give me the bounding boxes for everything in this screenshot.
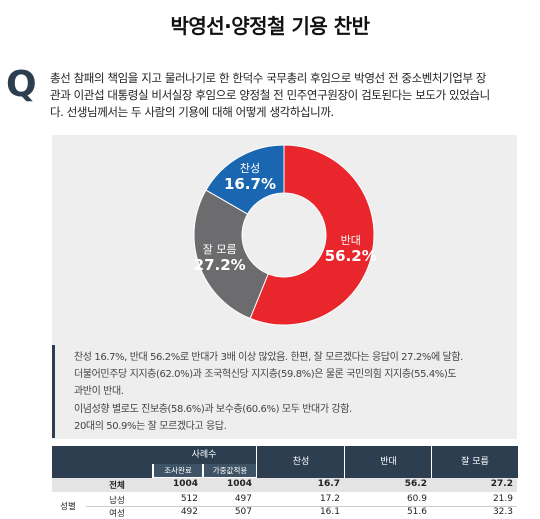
slice-label: 찬성 — [240, 161, 260, 175]
row-label: 남성 — [109, 496, 125, 506]
row-val-unknown: 27.2 — [490, 479, 513, 489]
row-val-support: 16.1 — [319, 507, 340, 517]
row-n-weighted: 507 — [234, 507, 252, 517]
table-header-blank — [52, 446, 152, 478]
table-header-sample: 사례수 — [152, 446, 256, 464]
summary-line: 20대의 50.9%는 잘 모르겠다고 응답. — [74, 420, 227, 432]
question-line: 관과 이관섭 대통령실 비서실장 후임으로 양정철 전 민주연구원장이 검토된다… — [50, 88, 490, 102]
pie-slice — [249, 144, 375, 326]
table-header-oppose: 반대 — [344, 446, 432, 478]
slice-label: 잘 모름 — [203, 243, 237, 256]
slice-value-label: 56.2% — [325, 247, 377, 265]
table-header-support: 찬성 — [256, 446, 345, 478]
row-val-oppose: 51.6 — [406, 507, 427, 517]
pie-slice — [205, 144, 285, 215]
question-line: 다. 선생님께서는 두 사람의 기용에 대해 어떻게 생각하십니까. — [50, 105, 334, 119]
question-text: 총선 참패의 책임을 지고 물러나기로 한 한덕수 국무총리 후임으로 박영선 … — [50, 70, 528, 121]
slice-value-label: 16.7% — [224, 175, 276, 193]
summary-line: 이념성향 별로도 진보층(58.6%)과 보수층(60.6%) 모두 반대가 강… — [74, 403, 352, 415]
row-n-complete: 1004 — [172, 479, 198, 489]
row-n-weighted: 497 — [234, 494, 252, 504]
table-row-total — [52, 478, 517, 492]
pie-slice — [193, 189, 269, 320]
row-n-weighted: 1004 — [226, 479, 252, 489]
row-n-complete: 492 — [180, 507, 198, 517]
row-val-unknown: 32.3 — [492, 507, 513, 517]
row-val-support: 17.2 — [319, 494, 340, 504]
table-subheader-weighted: 가중값적용 — [204, 464, 256, 477]
row-label: 전체 — [109, 481, 125, 491]
summary-line: 찬성 16.7%, 반대 56.2%로 반대가 3배 이상 많았음. 한편, 잘… — [74, 352, 463, 363]
summary-text: 찬성 16.7%, 반대 56.2%로 반대가 3배 이상 많았음. 한편, 잘… — [74, 349, 514, 435]
question-line: 총선 참패의 책임을 지고 물러나기로 한 한덕수 국무총리 후임으로 박영선 … — [50, 71, 487, 85]
row-val-unknown: 21.9 — [492, 494, 513, 504]
row-val-oppose: 60.9 — [406, 494, 427, 504]
row-divider — [86, 506, 517, 507]
question-mark-icon: Q — [6, 64, 37, 105]
page-title: 박영선·양정철 기용 찬반 — [170, 14, 370, 38]
table-header-unknown: 잘 모름 — [431, 446, 518, 478]
summary-accent-bar — [52, 345, 55, 438]
summary-line: 더불어민주당 지지층(62.0%)과 조국혁신당 지지층(59.8%)은 물론 … — [74, 369, 457, 381]
row-val-support: 16.7 — [317, 479, 340, 489]
row-val-oppose: 56.2 — [404, 479, 427, 489]
slice-value-label: 27.2% — [194, 256, 246, 274]
row-label: 여성 — [109, 509, 125, 519]
summary-line: 과반이 반대. — [74, 386, 124, 398]
row-group-label: 성별 — [60, 502, 76, 512]
table-subheader-complete: 조사완료 — [154, 464, 202, 477]
slice-label: 반대 — [341, 234, 361, 247]
row-n-complete: 512 — [180, 494, 198, 504]
